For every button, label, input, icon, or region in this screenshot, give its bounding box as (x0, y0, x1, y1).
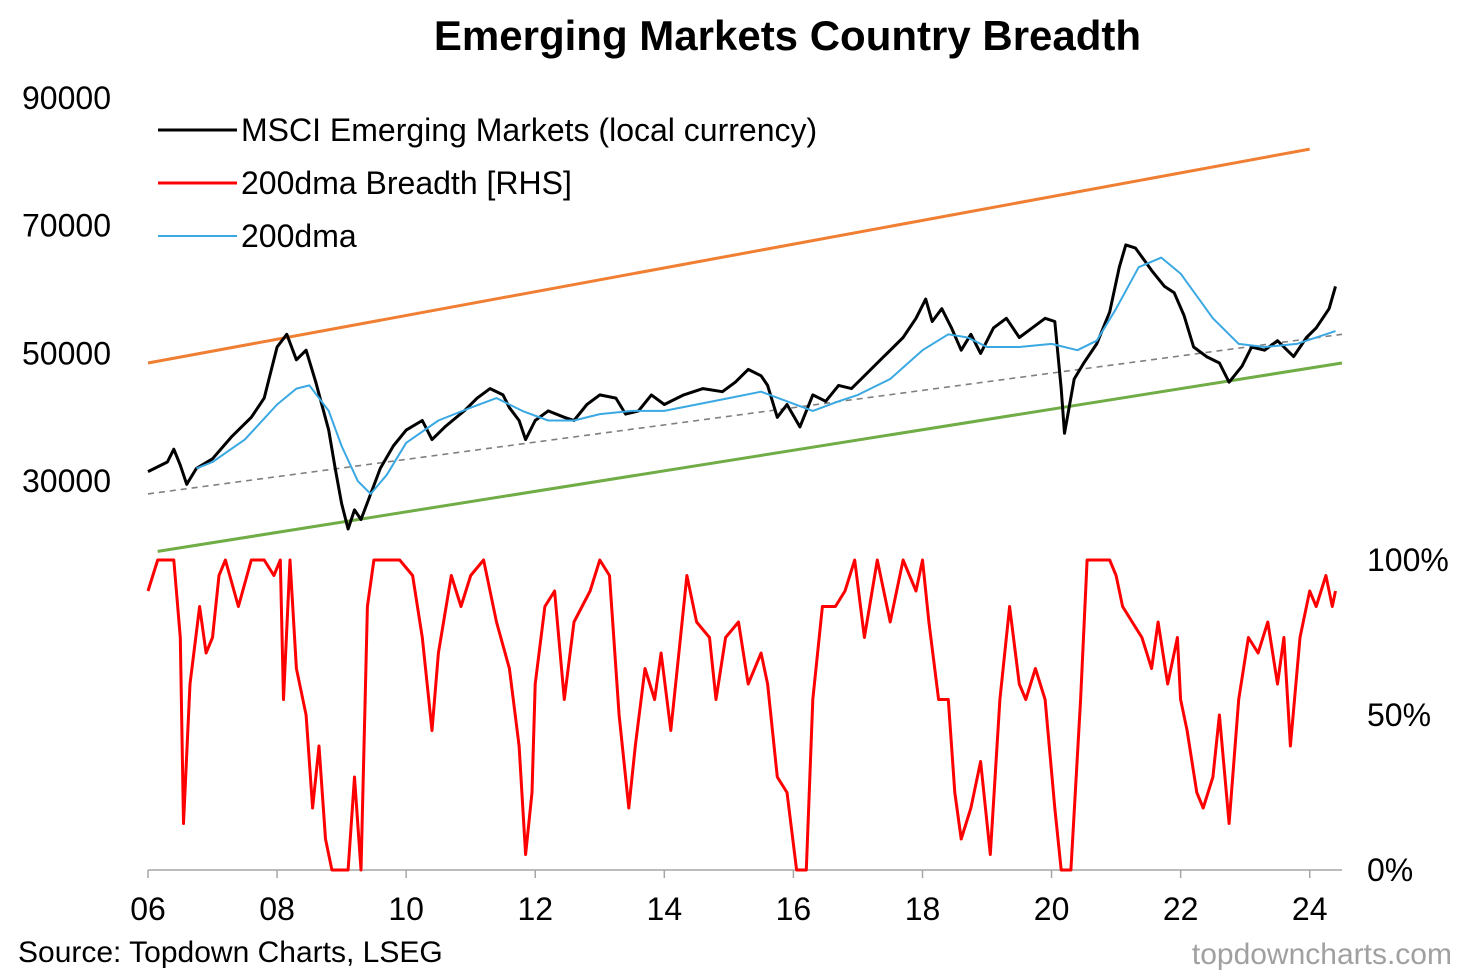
legend-label: 200dma (241, 218, 357, 254)
x-tick-label: 12 (517, 891, 553, 927)
y-left-tick-label: 90000 (22, 80, 111, 116)
price-trend-line-4 (147, 333, 1343, 495)
x-tick-label: 16 (776, 891, 812, 927)
x-tick-label: 10 (388, 891, 424, 927)
legend-label: MSCI Emerging Markets (local currency) (241, 112, 817, 148)
legend-label: 200dma Breadth [RHS] (241, 165, 572, 201)
x-tick-label: 08 (259, 891, 295, 927)
source-note: Source: Topdown Charts, LSEG (18, 936, 443, 969)
200dma-line (196, 256, 1336, 495)
chart-title: Emerging Markets Country Breadth (433, 12, 1142, 59)
y-right-tick-label: 0% (1367, 852, 1413, 888)
x-tick-label: 20 (1034, 891, 1070, 927)
200dma-breadth-rhs-line (146, 558, 1337, 872)
price-trend-line-3 (157, 361, 1343, 553)
legend: MSCI Emerging Markets (local currency) 20… (158, 112, 817, 254)
x-tick-label: 24 (1292, 891, 1328, 927)
x-tick-label: 22 (1163, 891, 1199, 927)
watermark: topdowncharts.com (1191, 938, 1452, 971)
y-left-tick-label: 70000 (22, 208, 111, 244)
y-right-tick-label: 100% (1367, 542, 1449, 578)
x-axis: 06 08 10 12 14 16 18 20 22 24 (130, 869, 1342, 927)
y-axis-left: 90000 70000 50000 30000 (22, 80, 111, 499)
price-trend-line-2 (147, 147, 1310, 365)
x-tick-label: 14 (647, 891, 683, 927)
plot-area (146, 147, 1343, 872)
y-left-tick-label: 30000 (22, 463, 111, 499)
y-right-tick-label: 50% (1367, 697, 1431, 733)
y-axis-right: 100% 50% 0% (1367, 542, 1449, 888)
msci-emerging-markets-local-currency-line (147, 243, 1337, 531)
x-tick-label: 06 (130, 891, 166, 927)
y-left-tick-label: 50000 (22, 335, 111, 371)
x-tick-label: 18 (905, 891, 941, 927)
